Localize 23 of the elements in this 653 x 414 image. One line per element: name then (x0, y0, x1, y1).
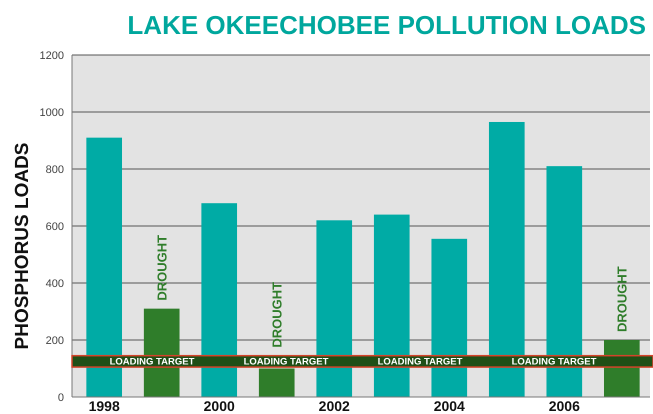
y-tick-label: 600 (46, 220, 64, 233)
annotation: LOADING TARGET (512, 356, 597, 368)
x-tick-label: 2004 (434, 398, 466, 414)
y-tick-label: 400 (46, 278, 64, 290)
annotation: LOADING TARGET (378, 356, 463, 368)
band-label: LOADING TARGET (110, 356, 195, 368)
annotation: LOADING TARGET (244, 356, 329, 368)
y-tick-label: 0 (58, 392, 64, 404)
y-tick-label: 800 (46, 164, 64, 176)
x-tick-label: 2006 (548, 398, 580, 414)
y-tick-label: 1200 (40, 50, 64, 62)
y-tick-label: 1000 (40, 106, 64, 119)
chart-title: LAKE OKEECHOBEE POLLUTION LOADS (127, 10, 646, 40)
y-tick-label: 200 (46, 334, 64, 347)
data-label: DROUGHT (154, 234, 170, 301)
bar (201, 203, 238, 397)
bar (258, 368, 295, 397)
x-tick-label: 2002 (318, 398, 350, 414)
data-label: DROUGHT (269, 282, 284, 348)
y-axis-title: PHOSPHORUS LOADS (12, 142, 33, 350)
x-tick-label: 1998 (88, 398, 120, 414)
data-label: DROUGHT (614, 266, 630, 332)
x-tick-label: 2000 (204, 398, 235, 414)
